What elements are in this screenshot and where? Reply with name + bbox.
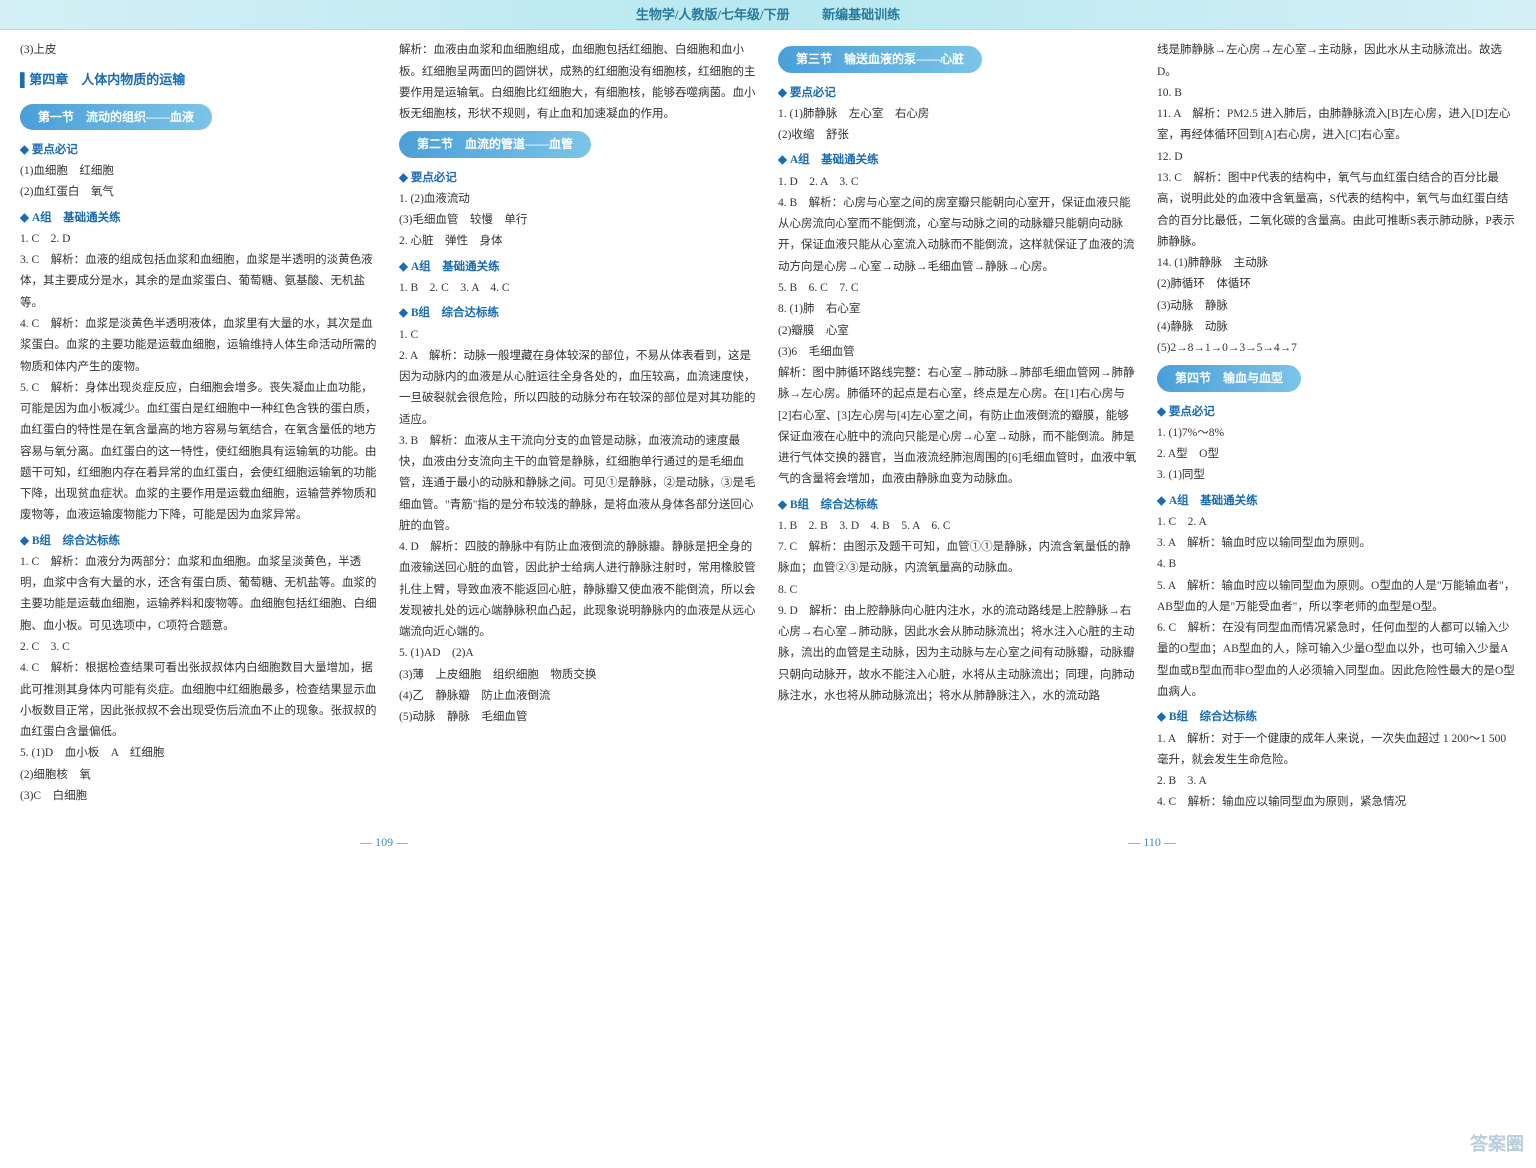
c2-b5-4: (5)动脉 静脉 毛细血管 (399, 707, 758, 728)
c4-b2: 2. B 3. A (1157, 771, 1516, 792)
c4-a5: 5. A 解析：输血时应以输同型血为原则。O型血的人是"万能输血者"，AB型血的… (1157, 576, 1516, 619)
c3-groupB: B组 综合达标练 (778, 495, 1137, 516)
c3-a4: 4. B 解析：心房与心室之间的房室瓣只能朝向心室开，保证血液只能从心房流向心室… (778, 193, 1137, 278)
b5-3: (3)C 白细胞 (20, 786, 379, 807)
header-title: 生物学/人教版/七年级/下册 (636, 7, 790, 22)
c3-b8: 8. C (778, 580, 1137, 601)
c2-b5-3: (4)乙 静脉瓣 防止血液倒流 (399, 686, 758, 707)
chapter-title: 第四章 人体内物质的运输 (20, 68, 379, 92)
c2-top: 解析：血液由血浆和血细胞组成，血细胞包括红细胞、白细胞和血小板。红细胞呈两面凹的… (399, 40, 758, 125)
c4-10: 10. B (1157, 83, 1516, 104)
c3-groupA: A组 基础通关练 (778, 150, 1137, 171)
c4-a3: 3. A 解析：输血时应以输同型血为原则。 (1157, 533, 1516, 554)
c3-b7: 7. C 解析：由图示及题干可知，血管①①是静脉，内流含氧量低的静脉血；血管②③… (778, 537, 1137, 580)
page-content: (3)上皮 第四章 人体内物质的运输 第一节 流动的组织——血液 要点必记 (1… (0, 30, 1536, 823)
c4-b4: 4. C 解析：输血应以输同型血为原则，紧急情况 (1157, 792, 1516, 813)
b4: 4. C 解析：根据检查结果可看出张叔叔体内白细胞数目大量增加，据此可推测其身体… (20, 658, 379, 743)
a1: 1. C 2. D (20, 229, 379, 250)
c2-b5-1: 5. (1)AD (2)A (399, 643, 758, 664)
c2-groupA: A组 基础通关练 (399, 257, 758, 278)
c4-14-5: (5)2→8→1→0→3→5→4→7 (1157, 338, 1516, 359)
page-num-110: — 110 — (1128, 832, 1176, 854)
b2: 2. C 3. C (20, 637, 379, 658)
c4-11: 11. A 解析：PM2.5 进入肺后，由肺静脉流入[B]左心房，进入[D]左心… (1157, 104, 1516, 147)
pre-item: (3)上皮 (20, 40, 379, 61)
c3-y2: (2)收缩 舒张 (778, 125, 1137, 146)
c4-y1: 1. (1)7%～8% (1157, 423, 1516, 444)
section1-banner: 第一节 流动的组织——血液 (20, 104, 212, 130)
c4-groupB: B组 综合达标练 (1157, 707, 1516, 728)
c3-b-line: 1. B 2. B 3. D 4. B 5. A 6. C (778, 516, 1137, 537)
c2-b2: 2. A 解析：动脉一般埋藏在身体较深的部位，不易从体表看到，这是因为动脉内的血… (399, 346, 758, 431)
c2-groupB: B组 综合达标练 (399, 303, 758, 324)
c4-b1: 1. A 解析：对于一个健康的成年人来说，一次失血超过 1 200～1 500 … (1157, 729, 1516, 772)
c4-y3: 3. (1)同型 (1157, 465, 1516, 486)
header-right: 新编基础训练 (822, 7, 900, 22)
c4-y2: 2. A型 O型 (1157, 444, 1516, 465)
b1: 1. C 解析：血液分为两部分：血浆和血细胞。血浆呈淡黄色，半透明，血浆中含有大… (20, 552, 379, 637)
column-1: (3)上皮 第四章 人体内物质的运输 第一节 流动的组织——血液 要点必记 (1… (20, 40, 379, 813)
c4-a4: 4. B (1157, 554, 1516, 575)
c2-b1: 1. C (399, 325, 758, 346)
a4: 4. C 解析：血浆是淡黄色半透明液体，血浆里有大量的水，其次是血浆蛋白。血浆的… (20, 314, 379, 378)
c3-a5: 5. B 6. C 7. C (778, 278, 1137, 299)
c2-yao: 要点必记 (399, 168, 758, 189)
column-2: 解析：血液由血浆和血细胞组成，血细胞包括红细胞、白细胞和血小板。红细胞呈两面凹的… (399, 40, 758, 813)
c4-yao: 要点必记 (1157, 402, 1516, 423)
c2-b5-2: (3)薄 上皮细胞 组织细胞 物质交换 (399, 665, 758, 686)
c3-a1: 1. D 2. A 3. C (778, 172, 1137, 193)
c3-a8-ana: 解析：图中肺循环路线完整：右心室→肺动脉→肺部毛细血管网→肺静脉→左心房。肺循环… (778, 363, 1137, 491)
c4-14-4: (4)静脉 动脉 (1157, 317, 1516, 338)
footer: — 109 — — 110 — (0, 824, 1536, 854)
c3-a8-1: 8. (1)肺 右心室 (778, 299, 1137, 320)
section2-banner: 第二节 血流的管道——血管 (399, 131, 591, 157)
c2-y2: (3)毛细血管 较慢 单行 (399, 210, 758, 231)
c4-top: 线是肺静脉→左心房→左心室→主动脉，因此水从主动脉流出。故选D。 (1157, 40, 1516, 83)
c4-14-3: (3)动脉 静脉 (1157, 296, 1516, 317)
a5: 5. C 解析：身体出现炎症反应，白细胞会增多。丧失凝血止血功能，可能是因为血小… (20, 378, 379, 527)
c4-groupA: A组 基础通关练 (1157, 491, 1516, 512)
column-4: 线是肺静脉→左心房→左心室→主动脉，因此水从主动脉流出。故选D。 10. B 1… (1157, 40, 1516, 813)
c2-y1: 1. (2)血液流动 (399, 189, 758, 210)
c2-b4: 4. D 解析：四肢的静脉中有防止血液倒流的静脉瓣。静脉是把全身的血液输送回心脏… (399, 537, 758, 643)
b5-2: (2)细胞核 氧 (20, 765, 379, 786)
c4-12: 12. D (1157, 147, 1516, 168)
c4-a1: 1. C 2. A (1157, 512, 1516, 533)
c4-14-1: 14. (1)肺静脉 主动脉 (1157, 253, 1516, 274)
groupB: B组 综合达标练 (20, 531, 379, 552)
groupA: A组 基础通关练 (20, 208, 379, 229)
watermark: 答案圈 (1470, 1128, 1524, 1160)
c4-a6: 6. C 解析：在没有同型血而情况紧急时，任何血型的人都可以输入少量的O型血；A… (1157, 618, 1516, 703)
c3-b9: 9. D 解析：由上腔静脉向心脏内注水，水的流动路线是上腔静脉→右心房→右心室→… (778, 601, 1137, 707)
c2-a: 1. B 2. C 3. A 4. C (399, 278, 758, 299)
section3-banner: 第三节 输送血液的泵——心脏 (778, 46, 982, 72)
page-num-109: — 109 — (360, 832, 408, 854)
c2-y3: 2. 心脏 弹性 身体 (399, 231, 758, 252)
y2: (2)血红蛋白 氧气 (20, 182, 379, 203)
a3: 3. C 解析：血液的组成包括血浆和血细胞，血浆是半透明的淡黄色液体，其主要成分… (20, 250, 379, 314)
c3-y1: 1. (1)肺静脉 左心室 右心房 (778, 104, 1137, 125)
c2-b3: 3. B 解析：血液从主干流向分支的血管是动脉，血液流动的速度最快，血液由分支流… (399, 431, 758, 537)
c4-14-2: (2)肺循环 体循环 (1157, 274, 1516, 295)
column-3: 第三节 输送血液的泵——心脏 要点必记 1. (1)肺静脉 左心室 右心房 (2… (778, 40, 1137, 813)
c4-13: 13. C 解析：图中P代表的结构中，氧气与血红蛋白结合的百分比最高，说明此处的… (1157, 168, 1516, 253)
yaodian: 要点必记 (20, 140, 379, 161)
c3-yao: 要点必记 (778, 83, 1137, 104)
c3-a8-3: (3)6 毛细血管 (778, 342, 1137, 363)
section4-banner: 第四节 输血与血型 (1157, 365, 1301, 391)
c3-a8-2: (2)瓣膜 心室 (778, 321, 1137, 342)
b5-1: 5. (1)D 血小板 A 红细胞 (20, 743, 379, 764)
y1: (1)血细胞 红细胞 (20, 161, 379, 182)
